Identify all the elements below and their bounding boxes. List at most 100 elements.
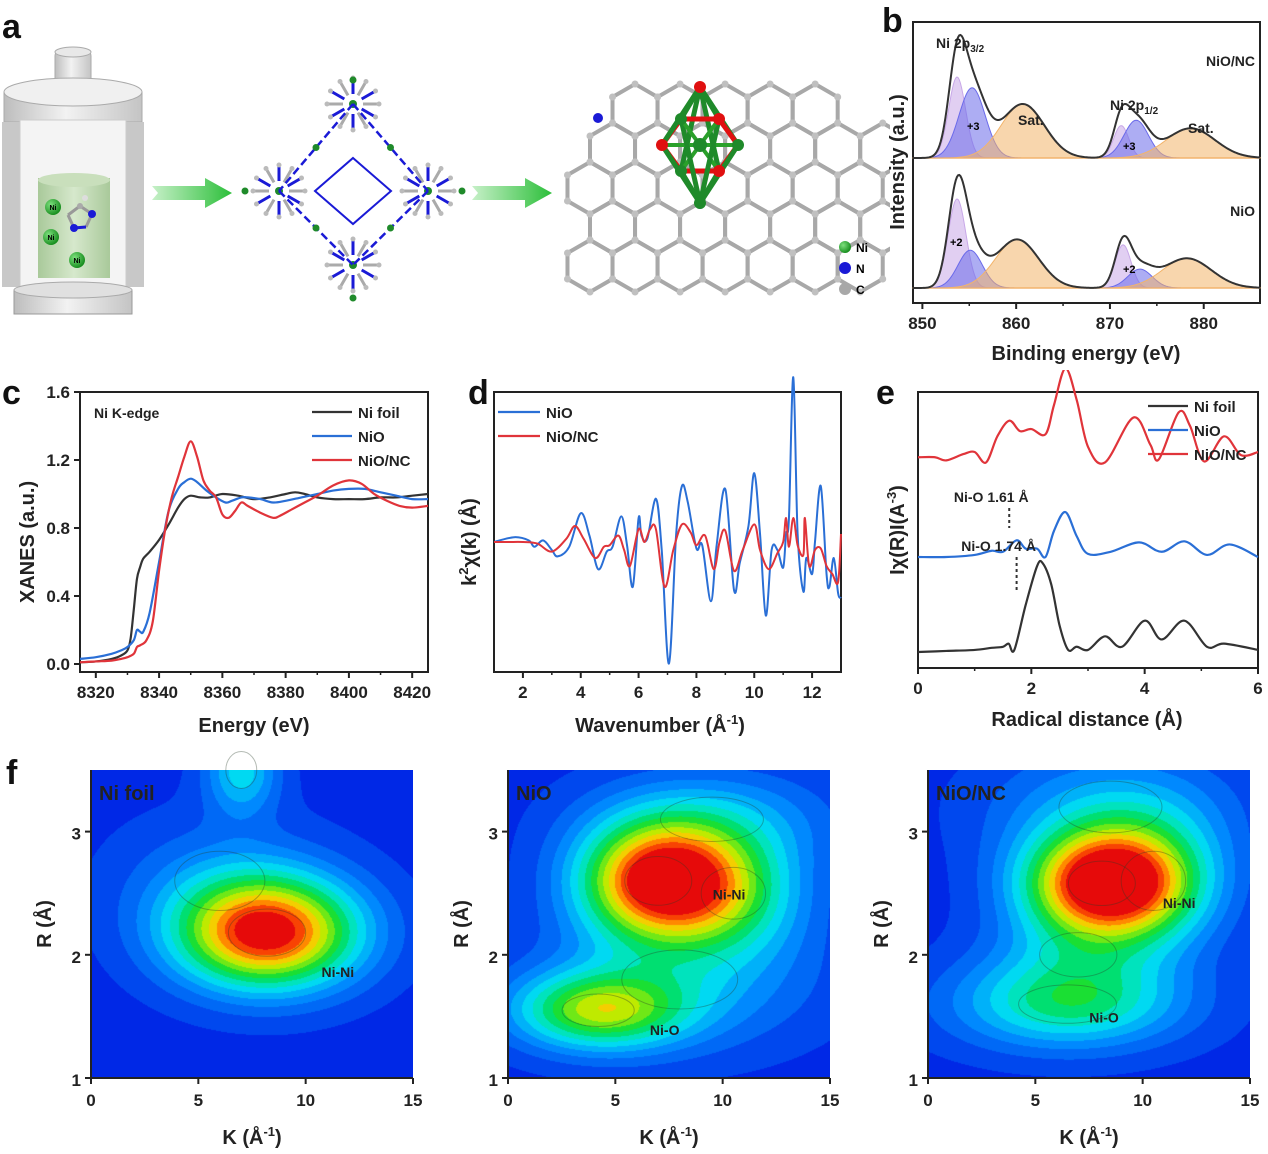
svg-text:C: C [856,283,865,297]
panel-f-letter-wrap: f [6,754,18,792]
path-annotation: Ni-O [1089,1010,1119,1026]
y-axis-label: R (Å) [449,900,473,948]
x-tick-label: 15 [1241,1091,1260,1110]
n-atom-icon [839,262,851,274]
contour-peak [1039,932,1118,978]
series-line-nio [79,477,429,660]
y-tick-label: 0.8 [46,519,70,538]
contour-peak [227,908,307,957]
x-tick-label: 8340 [140,683,178,702]
panel-a-letter: a [2,8,22,46]
contour-peak [621,949,739,1010]
y-tick-label: 2 [909,948,918,967]
panel-c-xanes-chart: c 8320 8340 8360 8380 8400 8420 0.0 0.4 0.8 1.2 1.… [2,374,431,737]
legend-label: NiO [358,429,385,446]
y-axis-label: XANES (a.u.) [17,481,39,603]
path-annotation: Ni-Ni [1163,895,1196,911]
ni-oxide-cluster [656,81,744,209]
annotation-sat: Sat. [1188,120,1214,136]
x-tick-label: 6 [1253,679,1262,698]
contour-peak [225,751,258,789]
linker [352,103,429,192]
carbon-ring [655,237,705,295]
x-tick-label: 6 [634,683,643,702]
panel-f-letter: f [6,754,18,792]
xps-series-nio-nc [912,33,1261,159]
y-tick-label: 2 [72,948,81,967]
ni-node [312,224,320,232]
carbon-ring [790,237,840,295]
x-axis-label: Binding energy (eV) [992,343,1181,365]
x-tick-label: 10 [296,1091,315,1110]
c-atom-icon [839,283,851,295]
heatmap-sample-label: NiO/NC [936,783,1006,805]
x-axis-label: Wavenumber (Å-1) [575,712,745,737]
panel-e-letter: e [876,374,895,412]
envelope-line [912,173,1261,289]
legend-label: Ni foil [358,405,400,422]
ni-node [312,144,320,151]
x-tick-label: 8320 [77,683,115,702]
contour-peak [624,855,693,906]
bond-length-label: Ni-O 1.74 Å [961,538,1036,554]
wavelet-heatmap-ni-foil [91,770,413,1078]
x-tick-label: 12 [803,683,822,702]
plot-frame [912,21,1261,304]
linker [278,103,354,192]
x-tick-label: 8380 [267,683,305,702]
x-tick-label: 0 [86,1091,95,1110]
y-tick-label: 3 [72,825,81,844]
x-axis-label: Radical distance (Å) [991,707,1182,731]
contour-peak [561,993,635,1028]
annotation-ni3-label: +3 [967,121,980,133]
x-tick-label: 880 [1190,314,1218,333]
y-tick-label: 1.6 [46,383,70,402]
svg-text:Ni: Ni [50,205,57,212]
heatmap-sample-label: NiO [516,783,552,805]
x-axis-label: Energy (eV) [198,715,309,737]
carbon-ring [700,237,750,295]
x-tick-label: 2 [1027,679,1036,698]
ni-ion: Ni [43,229,59,245]
x-tick-label: 0 [503,1091,512,1110]
annotation-ni-2p12: Ni 2p1/2 [1110,97,1159,117]
y-axis-label: Intensity (a.u.) [887,94,909,230]
arrow-icon [472,178,552,208]
contour-peak [174,850,266,911]
legend-label: NiO/NC [1194,447,1247,464]
legend-label: Ni foil [1194,399,1236,416]
ni-node [349,294,357,302]
contour-peak [659,796,764,842]
path-annotation: Ni-Ni [713,886,746,902]
x-tick-label: 860 [1002,314,1030,333]
y-tick-label: 1.2 [46,451,70,470]
x-tick-label: 4 [576,683,586,702]
envelope-line [912,33,1261,159]
mof-framework-illustration [241,75,466,302]
inner-ring [313,156,393,226]
legend-label: NiO/NC [546,429,599,446]
legend-label: NiO [1194,423,1221,440]
ni-node [458,187,466,195]
y-tick-label: 1 [909,1071,918,1090]
heatmap-sample-label: Ni foil [99,783,155,805]
y-axis-label: R (Å) [32,900,56,948]
ni-atom-icon [839,241,851,253]
legend-label: NiO/NC [358,453,411,470]
x-tick-label: 15 [821,1091,840,1110]
carbon-ring [565,237,615,295]
ni-node [241,187,249,195]
svg-text:Ni: Ni [74,258,81,265]
panel-c-letter: c [2,374,21,412]
annotation-ni2-label: +2 [950,237,963,249]
x-tick-label: 0 [913,679,922,698]
series-line-ni-foil [79,491,429,664]
y-tick-label: 2 [489,948,498,967]
y-tick-label: 0.4 [46,587,70,606]
annotation-ni3-label: +3 [1123,141,1136,153]
y-tick-label: 3 [909,825,918,844]
path-annotation: Ni-Ni [322,964,355,980]
x-tick-label: 2 [518,683,527,702]
x-tick-label: 5 [194,1091,203,1110]
